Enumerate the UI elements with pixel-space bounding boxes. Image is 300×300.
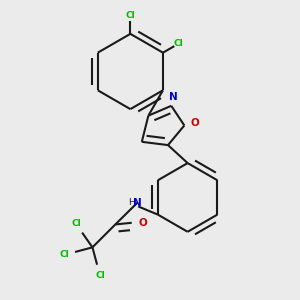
- Text: H: H: [128, 198, 134, 207]
- Text: N: N: [169, 92, 177, 102]
- Text: O: O: [139, 218, 148, 228]
- Text: O: O: [190, 118, 199, 128]
- Text: Cl: Cl: [71, 219, 81, 228]
- Text: Cl: Cl: [60, 250, 70, 259]
- Text: N: N: [133, 197, 142, 208]
- Text: Cl: Cl: [95, 271, 105, 280]
- Text: Cl: Cl: [174, 39, 183, 48]
- Text: Cl: Cl: [125, 11, 135, 20]
